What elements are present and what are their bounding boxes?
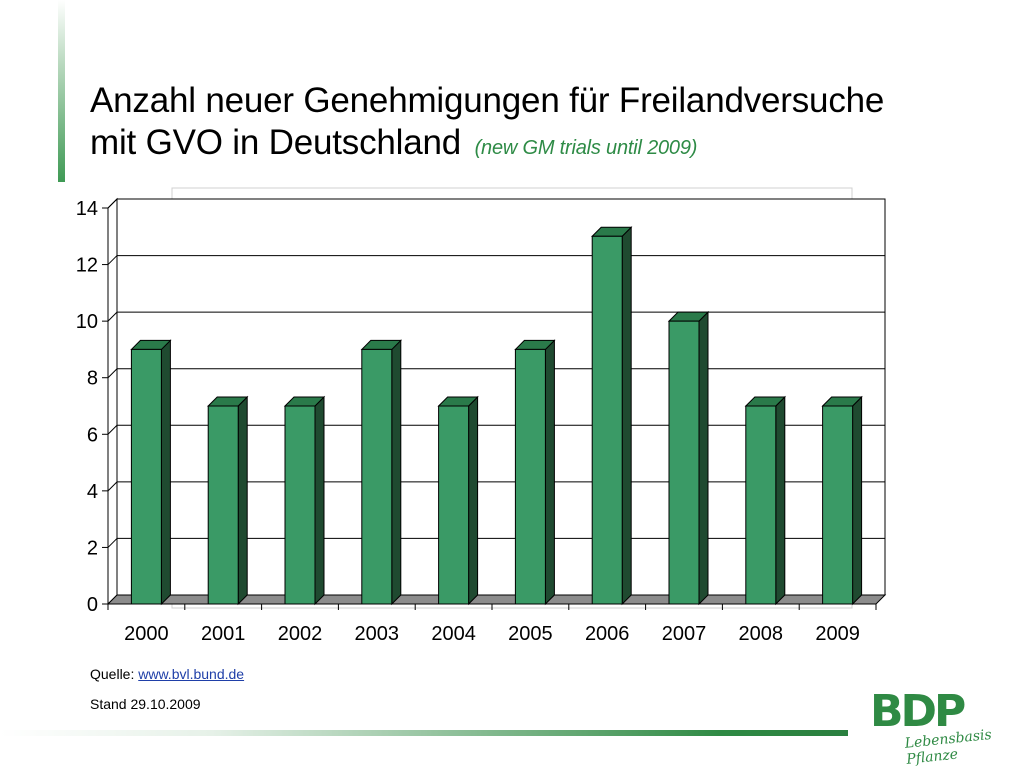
title-main: mit GVO in Deutschland [90,123,462,162]
gridline-side [107,481,118,492]
bar-side-2004 [468,395,479,606]
x-tick-label: 2007 [662,623,707,645]
bar-side-2001 [237,395,248,606]
slide-title: Anzahl neuer Genehmigungen für Freilandv… [90,80,970,169]
source-line: Quelle: www.bvl.bund.de [90,666,244,682]
y-tick-label: 4 [87,481,98,503]
bar-side-2008 [775,395,786,606]
y-tick-label: 8 [87,368,98,390]
bar-2001 [207,405,239,605]
bar-side-2000 [160,339,171,606]
logo-letters: BDP [870,686,966,737]
title-line-1: Anzahl neuer Genehmigungen für Freilandv… [90,81,885,120]
bar-2005 [514,348,546,605]
bar-2009 [822,405,854,605]
x-tick-label: 2001 [201,623,246,645]
gridline-side [107,368,118,379]
bar-2007 [668,320,700,605]
x-tick-label: 2008 [739,623,784,645]
y-tick-label: 0 [87,594,98,616]
x-tick-label: 2004 [431,623,476,645]
y-tick-label: 6 [87,424,98,446]
bar-side-2002 [314,395,325,606]
gridline-side [107,424,118,435]
x-tick-label: 2009 [815,623,860,645]
accent-bar [58,0,65,182]
bar-2000 [130,348,162,605]
title-line-2: mit GVO in Deutschland (new GM trials un… [90,122,970,169]
bar-2006 [591,235,623,605]
x-tick-label: 2002 [278,623,323,645]
bar-2008 [745,405,777,605]
bar-2003 [361,348,393,605]
title-subtitle: (new GM trials until 2009) [474,137,698,159]
bar-2002 [284,405,316,605]
y-tick-label: 14 [76,198,98,220]
footer-line [0,730,848,736]
source-link[interactable]: www.bvl.bund.de [138,666,245,682]
gridline-side [107,538,118,548]
source-label: Quelle: [90,666,135,682]
bdp-logo: BDP Lebensbasis Pflanze [868,686,1018,768]
y-tick-label: 10 [76,311,98,333]
bar-side-2007 [698,310,709,606]
y-tick-label: 12 [76,255,98,277]
x-tick-label: 2000 [124,623,169,645]
stand-date: Stand 29.10.2009 [90,696,201,712]
bar-side-2003 [391,339,402,606]
bar-side-2005 [544,339,555,606]
x-tick-label: 2005 [508,623,553,645]
bar-2004 [438,405,470,605]
x-tick-label: 2006 [585,623,630,645]
gridline-side [107,255,118,265]
gridline-side [107,198,118,209]
bar-side-2006 [621,226,632,606]
bar-side-2009 [852,395,863,606]
y-tick-label: 2 [87,537,98,559]
x-tick-label: 2003 [355,623,400,645]
gridline-side [107,311,118,322]
